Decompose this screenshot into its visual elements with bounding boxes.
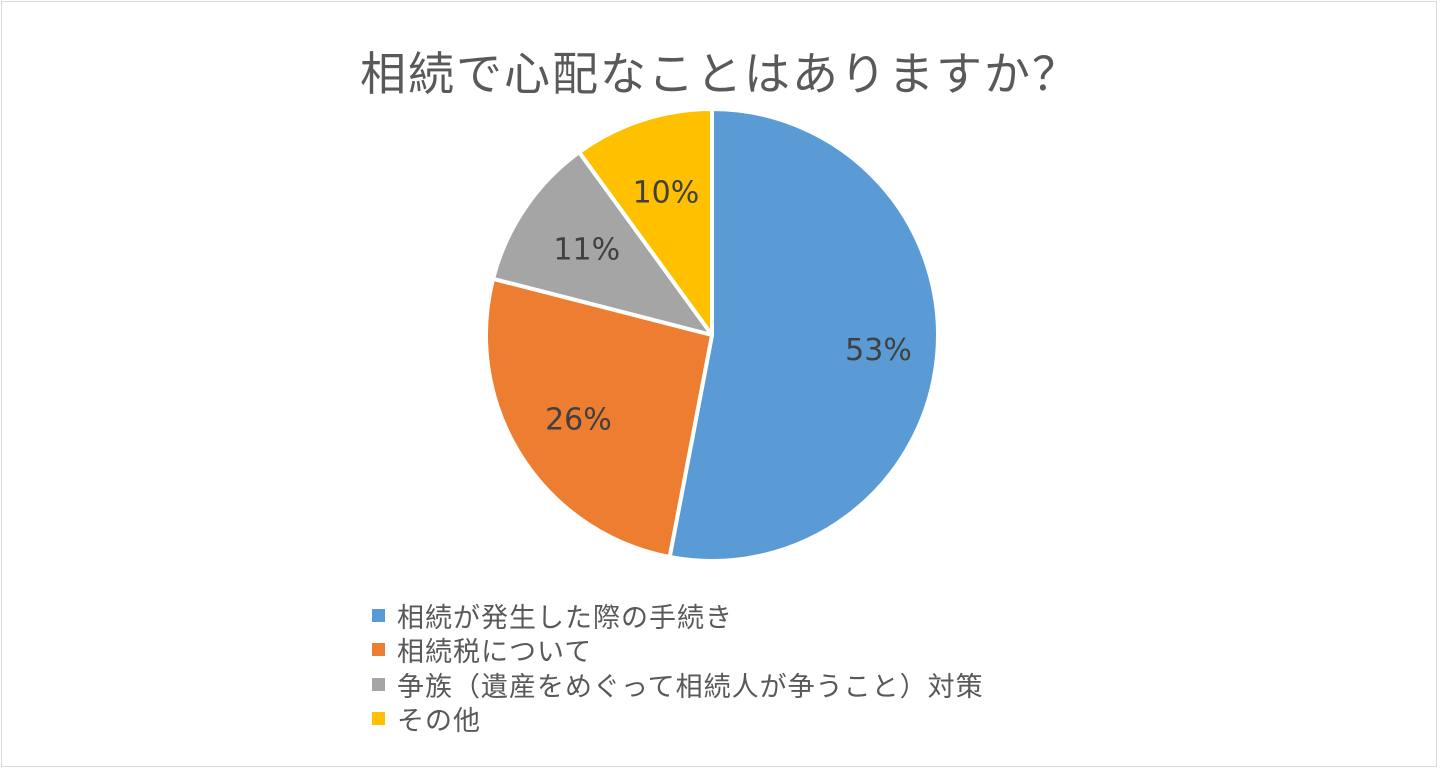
pie-slice-4 — [577, 107, 714, 337]
legend-label: その他 — [397, 706, 481, 738]
legend-label: 争族（遺産をめぐって相続人が争うこと）対策 — [397, 671, 984, 703]
legend-item-2: 相続税について — [372, 633, 984, 668]
legend-item-3: 争族（遺産をめぐって相続人が争うこと）対策 — [372, 667, 984, 703]
pie-slices — [484, 107, 940, 563]
legend-swatch — [372, 608, 385, 622]
data-label-2: 26% — [545, 402, 612, 437]
data-label-3: 11% — [553, 232, 620, 267]
chart-title: 相続で心配なことはありますか？ — [360, 47, 1080, 101]
legend-item-1: 相続が発生した際の手続き — [372, 598, 984, 634]
legend-swatch — [372, 643, 385, 657]
pie-slice-2 — [484, 276, 714, 559]
data-label-4: 10% — [633, 176, 700, 211]
pie-slice-1 — [667, 107, 940, 563]
pie-slice-3 — [491, 150, 714, 337]
legend-label: 相続が発生した際の手続き — [397, 602, 733, 634]
legend-item-4: その他 — [372, 702, 984, 737]
legend-swatch — [372, 712, 385, 726]
legend-swatch — [372, 677, 385, 691]
legend-label: 相続税について — [397, 637, 593, 669]
chart-legend: 相続が発生した際の手続き 相続税について 争族（遺産をめぐって相続人が争うこと）対策… — [372, 598, 984, 737]
data-label-1: 53% — [845, 333, 912, 368]
pie-data-labels: 53% 26% 11% 10% — [545, 176, 912, 438]
